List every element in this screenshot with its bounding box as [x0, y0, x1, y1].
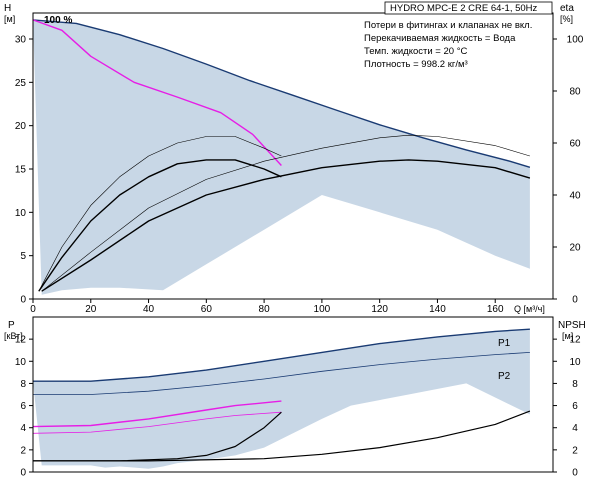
upper-x-ticks: 0 20 40 60 80 100 120 140 160: [30, 299, 504, 315]
tick-label: 80: [569, 87, 581, 98]
tick-label: 6: [572, 401, 578, 412]
tick-label: 4: [20, 423, 26, 434]
x-tick-label: 160: [487, 304, 504, 315]
x-tick-label: 140: [429, 304, 446, 315]
power-axis-label: P: [8, 320, 15, 331]
tick-label: 0: [572, 295, 578, 306]
upper-left-ticks: 0 5 10 15 20 25 30: [15, 35, 33, 306]
tick-label: 5: [20, 251, 26, 262]
chart-title: HYDRO MPC-E 2 CRE 64-1, 50Hz: [390, 3, 538, 14]
npsh-axis-label: NPSH: [558, 320, 586, 331]
lower-left-ticks: 0 2 4 6 8 10 12: [15, 335, 33, 479]
x-tick-label: 20: [85, 304, 97, 315]
note-line-4: Плотность = 998.2 кг/м³: [364, 59, 468, 70]
curve-p1: [33, 328, 530, 382]
x-tick-label: 120: [371, 304, 388, 315]
x-tick-label: 80: [259, 304, 271, 315]
flow-axis-label: Q [м³/ч]: [514, 304, 545, 314]
curve-p1-single-pump: [32, 400, 282, 428]
eta-axis-unit: [%]: [560, 14, 573, 24]
curve-p2: [33, 352, 530, 395]
note-line-3: Темп. жидкости = 20 °C: [364, 46, 467, 57]
tick-label: 20: [569, 243, 581, 254]
lower-curves: [32, 328, 531, 462]
lower-plot-frame: [32, 316, 554, 473]
tick-label: 2: [572, 445, 578, 456]
npsh-axis-unit: [м]: [562, 331, 573, 341]
tick-label: 8: [572, 379, 578, 390]
upper-curves: [32, 19, 531, 292]
eta-axis-label: eta: [560, 3, 574, 14]
x-tick-label: 60: [201, 304, 213, 315]
tick-label: 30: [15, 35, 27, 46]
series-label-p2: P2: [498, 371, 511, 382]
x-tick-label: 0: [30, 304, 36, 315]
x-tick-label: 100: [314, 304, 331, 315]
tick-label: 100: [567, 35, 584, 46]
lower-operating-area: [33, 329, 530, 469]
power-axis-unit: [кВт]: [4, 331, 23, 341]
x-tick-label: 40: [143, 304, 155, 315]
speed-label: 100 %: [44, 15, 72, 26]
series-label-p1: P1: [498, 338, 511, 349]
tick-label: 10: [569, 357, 581, 368]
curve-head-max: [32, 19, 531, 168]
tick-label: 6: [20, 401, 26, 412]
note-line-1: Потери в фитингах и клапанах не вкл.: [364, 20, 532, 31]
lower-right-ticks: 0 2 4 6 8 10 12: [553, 335, 581, 479]
curve-eta-system-thin: [41, 134, 530, 292]
tick-label: 0: [20, 468, 26, 479]
curve-head-single-pump: [32, 19, 282, 166]
tick-label: 15: [15, 165, 27, 176]
curve-p2-single-pump: [32, 411, 282, 434]
tick-label: 12: [569, 335, 581, 346]
upper-right-ticks: 0 20 40 60 80 100: [553, 35, 584, 306]
tick-label: 25: [15, 78, 27, 89]
tick-label: 10: [15, 357, 27, 368]
curve-eta-single-thick: [38, 159, 282, 292]
tick-label: 4: [572, 423, 578, 434]
tick-label: 2: [20, 445, 26, 456]
head-axis-unit: [м]: [4, 14, 15, 24]
tick-label: 10: [15, 208, 27, 219]
tick-label: 20: [15, 121, 27, 132]
curve-npsh-system: [33, 410, 531, 462]
tick-label: 8: [20, 379, 26, 390]
chart-title-box: [384, 1, 553, 15]
note-line-2: Перекачиваемая жидкость = Вода: [364, 33, 516, 44]
curve-eta-system-thick: [41, 159, 531, 292]
tick-label: 60: [569, 139, 581, 150]
head-axis-label: H: [4, 3, 11, 14]
tick-label: 12: [15, 335, 27, 346]
tick-label: 0: [20, 295, 26, 306]
tick-label: 40: [569, 191, 581, 202]
lower-area-polygon: [33, 329, 530, 469]
curve-eta-single-thin: [38, 136, 282, 292]
tick-label: 0: [572, 468, 578, 479]
upper-plot-frame: [32, 12, 554, 300]
